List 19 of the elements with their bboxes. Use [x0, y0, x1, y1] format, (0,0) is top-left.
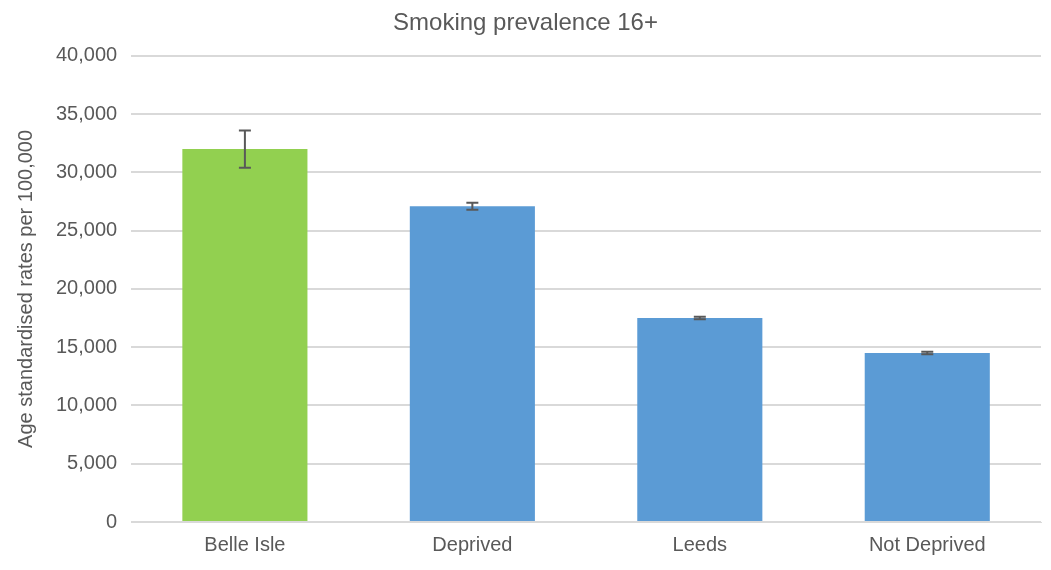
bar [409, 206, 535, 521]
y-tick-label: 20,000 [56, 276, 118, 299]
x-tick-label: Belle Isle [204, 532, 286, 555]
x-tick-label: Not Deprived [868, 532, 986, 555]
y-tick-label: 35,000 [56, 101, 118, 124]
y-tick-label: 40,000 [56, 43, 118, 66]
bar [637, 318, 763, 521]
x-tick-label: Leeds [672, 532, 728, 555]
chart-title: Smoking prevalence 16+ [393, 8, 658, 36]
y-axis-title: Age standardised rates per 100,000 [13, 129, 36, 448]
y-tick-label: 25,000 [56, 218, 118, 241]
x-tick-label: Deprived [432, 532, 513, 555]
y-tick-label: 10,000 [56, 392, 118, 415]
y-tick-label: 0 [106, 509, 118, 532]
bar [182, 149, 308, 521]
bar [864, 353, 990, 521]
y-tick-label: 5,000 [67, 451, 118, 474]
y-tick-label: 15,000 [56, 334, 118, 357]
y-tick-label: 30,000 [56, 159, 118, 182]
